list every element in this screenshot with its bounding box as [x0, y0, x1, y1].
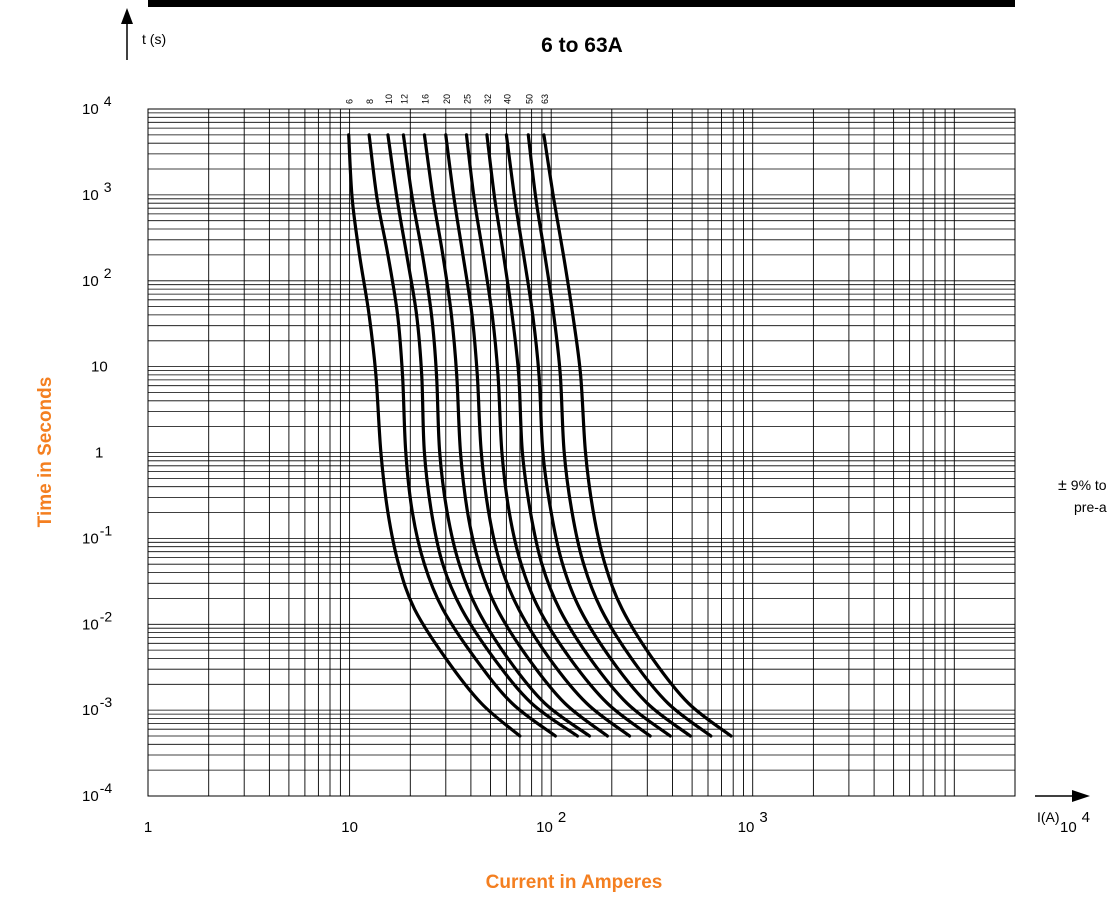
x-tick-label: 10 4: [1060, 809, 1090, 836]
y-tick-exponent: 3: [104, 179, 112, 195]
x-tick-label: 10: [341, 819, 358, 836]
rating-label-20: 20: [442, 94, 452, 104]
curve-40A: [504, 133, 692, 738]
chart-title: 6 to 63A: [541, 34, 623, 57]
curve-50A: [526, 133, 713, 738]
y-tick-label: 10 4: [82, 93, 112, 118]
curve-10A: [386, 133, 579, 738]
y-axis-title: Time in Seconds: [35, 377, 56, 528]
tolerance-annotation-line2: pre-a: [1074, 499, 1107, 515]
x-tick-base: 10: [1060, 819, 1077, 836]
x-axis-arrowhead: [1072, 790, 1090, 802]
x-tick-exponent: 3: [759, 809, 767, 826]
y-tick-label: 10 2: [82, 265, 112, 290]
rating-label-16: 16: [420, 94, 430, 104]
curve-16A: [422, 133, 609, 738]
rating-label-10: 10: [384, 94, 394, 104]
y-tick-base: 10: [82, 187, 99, 204]
x-tick-label: 10 2: [536, 809, 566, 836]
y-tick-exponent: 2: [104, 265, 112, 281]
y-tick-base: 10: [82, 101, 99, 118]
y-tick-label: 10-4: [82, 780, 112, 805]
tolerance-annotation-line1: ±9% to: [1058, 477, 1107, 494]
curve-32A: [485, 133, 672, 738]
plus-minus-symbol: ±: [1058, 477, 1067, 494]
rating-label-8: 8: [365, 99, 375, 104]
rating-label-6: 6: [345, 99, 355, 104]
plot-frame: [147, 108, 1016, 797]
y-tick-base: 10: [82, 788, 99, 805]
y-tick-label: 10-3: [82, 694, 112, 719]
x-tick-exponent: 4: [1082, 809, 1090, 826]
curve-12A: [401, 133, 592, 738]
y-tick-label: 10: [91, 359, 108, 376]
rating-label-32: 32: [483, 94, 493, 104]
curve-25A: [464, 133, 652, 738]
y-tick-exponent: -4: [100, 780, 113, 796]
rating-label-50: 50: [524, 94, 534, 104]
y-tick-base: 10: [82, 702, 99, 719]
x-tick-base: 1: [144, 819, 152, 836]
header-band: [148, 0, 1015, 7]
y-tick-base: 10: [82, 530, 99, 547]
curve-6A: [347, 133, 522, 738]
y-tick-label: 1: [95, 445, 103, 462]
x-tick-exponent: 2: [558, 809, 566, 826]
y-tick-exponent: -3: [100, 694, 113, 710]
curve-8A: [367, 133, 557, 738]
curves: [347, 133, 733, 738]
x-unit-label: I(A): [1037, 809, 1060, 825]
x-tick-base: 10: [341, 819, 358, 836]
y-tick-label: 10-1: [82, 522, 112, 547]
y-tick-label: 10 3: [82, 179, 112, 204]
x-tick-label: 103: [738, 809, 768, 836]
x-axis-title: Current in Amperes: [486, 872, 663, 893]
y-axis-arrowhead: [121, 8, 133, 24]
y-tick-base: 10: [82, 616, 99, 633]
curve-20A: [444, 133, 632, 738]
x-tick-base: 10: [536, 819, 553, 836]
rating-label-25: 25: [463, 94, 473, 104]
rating-label-40: 40: [502, 94, 512, 104]
rating-label-63: 63: [540, 94, 550, 104]
y-tick-label: 10-2: [82, 608, 112, 633]
rating-labels: 6 8 10 12 16 20 25 32 40 50 63: [345, 94, 550, 104]
y-tick-exponent: -1: [100, 522, 113, 538]
curve-63A: [542, 133, 733, 738]
y-unit-label: t (s): [142, 31, 166, 47]
annotation-text-1: 9% to: [1071, 477, 1107, 493]
x-tick-label: 1: [144, 819, 152, 836]
x-tick-base: 10: [738, 819, 755, 836]
y-tick-base: 10: [82, 273, 99, 290]
y-tick-exponent: 4: [104, 93, 112, 109]
rating-label-12: 12: [399, 94, 409, 104]
y-tick-exponent: -2: [100, 608, 113, 624]
